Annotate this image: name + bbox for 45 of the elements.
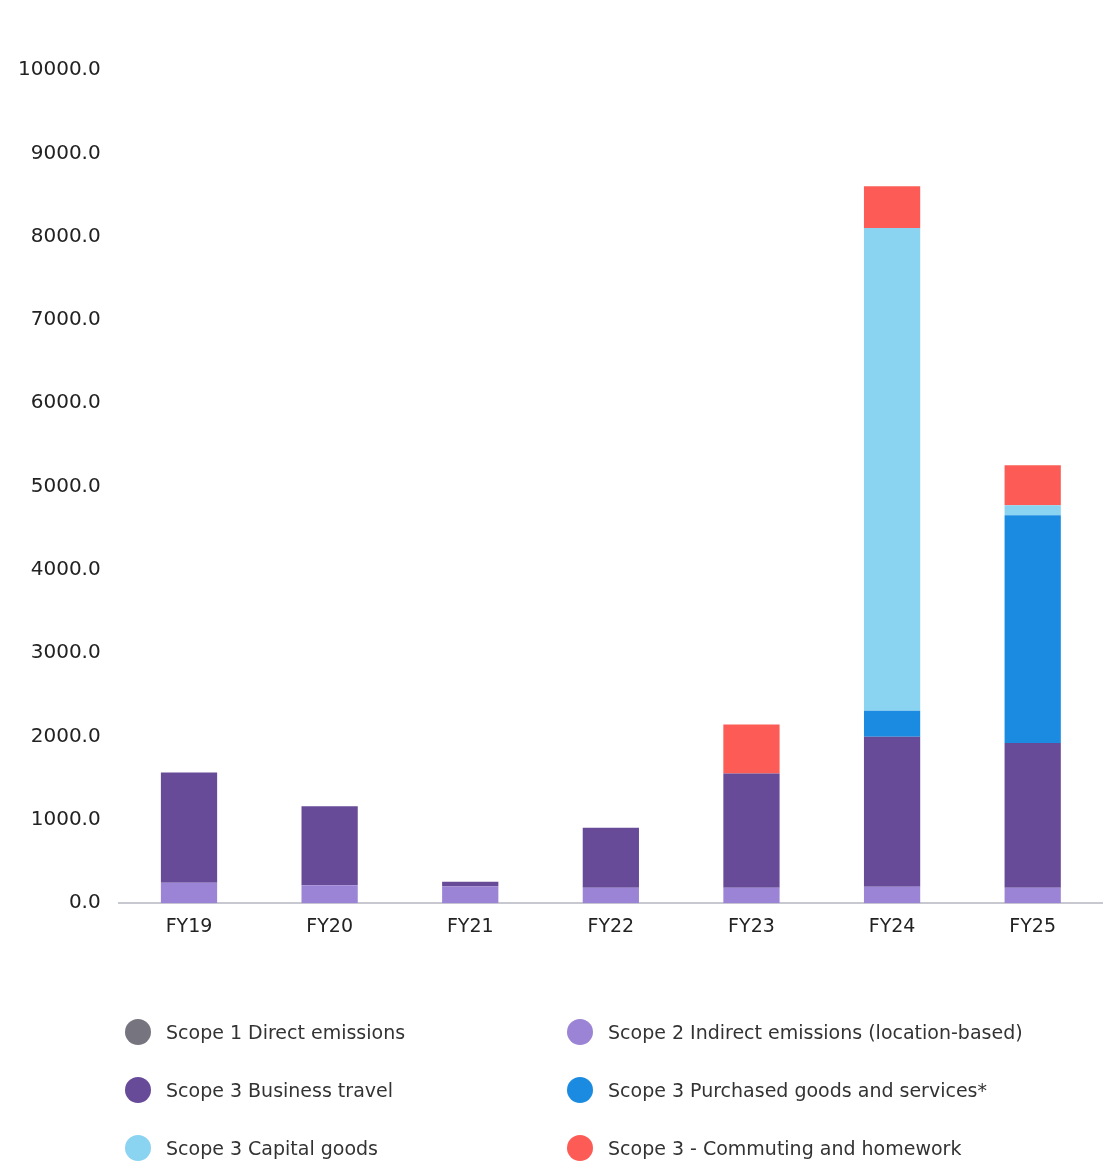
- y-tick-label: 2000.0: [30, 722, 101, 747]
- x-tick-label: FY19: [165, 913, 213, 936]
- y-tick-label: 6000.0: [30, 389, 101, 414]
- y-tick-label: 5000.0: [30, 472, 101, 497]
- bar: [582, 887, 639, 904]
- bar: [301, 885, 358, 904]
- bar: [863, 736, 921, 887]
- bar: [863, 886, 921, 904]
- legend-label: Scope 2 Indirect emissions (location-based): [608, 1021, 1023, 1043]
- bar: [1004, 465, 1061, 506]
- bar: [863, 186, 921, 228]
- y-tick-label: 7000.0: [30, 306, 101, 331]
- y-tick-label: 3000.0: [30, 639, 101, 664]
- bar: [160, 772, 218, 883]
- bar: [301, 806, 358, 886]
- y-tick-label: 10000.0: [17, 56, 101, 81]
- bar: [863, 710, 921, 737]
- legend-label: Scope 3 Capital goods: [166, 1137, 378, 1159]
- legend-label: Scope 3 - Commuting and homework: [608, 1137, 962, 1159]
- bar: [442, 886, 499, 904]
- bar: [723, 773, 780, 888]
- y-tick-label: 0.0: [68, 889, 101, 914]
- legend-label: Scope 3 Business travel: [166, 1079, 393, 1101]
- x-tick-label: FY20: [306, 913, 353, 936]
- y-tick-label: 1000.0: [30, 806, 101, 831]
- x-tick-label: FY22: [587, 913, 635, 936]
- legend-label: Scope 1 Direct emissions: [166, 1021, 406, 1043]
- x-tick-label: FY24: [868, 913, 916, 936]
- bar: [723, 887, 780, 904]
- bar: [442, 881, 499, 887]
- bar: [1004, 887, 1061, 904]
- bar: [1004, 742, 1061, 888]
- y-tick-label: 4000.0: [30, 556, 101, 581]
- x-tick-label: FY25: [1009, 913, 1057, 936]
- y-tick-label: 9000.0: [30, 139, 101, 164]
- legend-label: Scope 3 Purchased goods and services*: [608, 1079, 987, 1101]
- bar: [723, 724, 780, 774]
- bar: [582, 827, 639, 888]
- x-tick-label: FY23: [728, 913, 775, 936]
- y-tick-label: 8000.0: [30, 222, 101, 247]
- x-tick-label: FY21: [446, 913, 494, 936]
- bar: [863, 227, 921, 711]
- bar: [160, 882, 218, 904]
- bar: [1004, 505, 1061, 516]
- bar: [1004, 515, 1061, 743]
